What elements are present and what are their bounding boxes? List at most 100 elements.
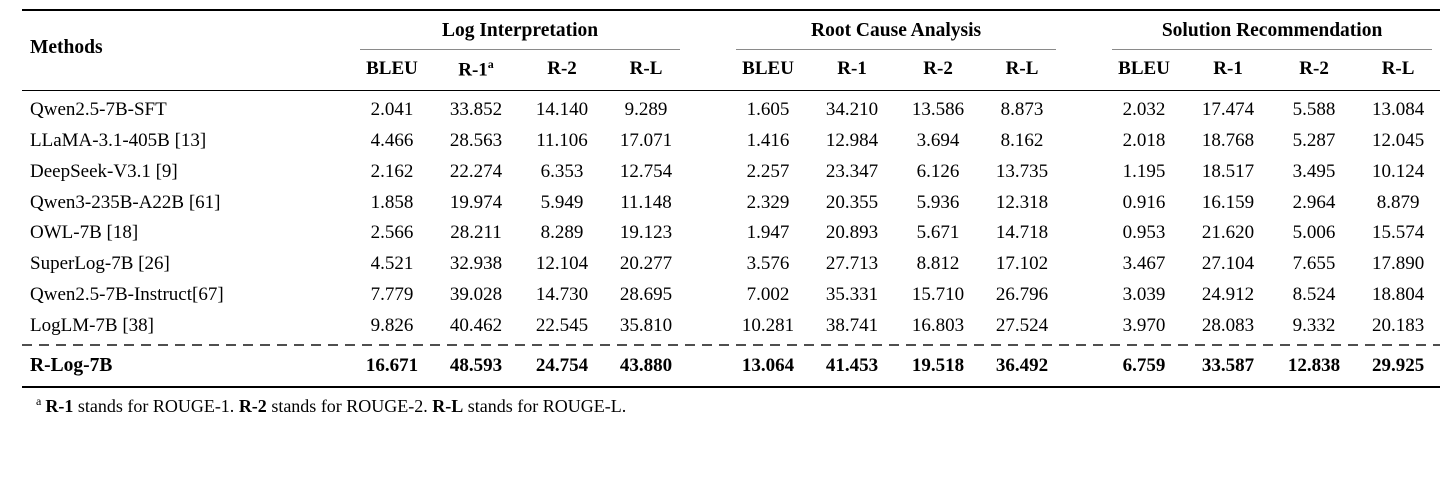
method-cell: Qwen2.5-7B-Instruct[67] — [30, 284, 224, 306]
value-cell: 13.084 — [1371, 99, 1425, 121]
value-cell: 10.281 — [741, 314, 795, 336]
value-cell: 1.195 — [1122, 160, 1166, 182]
column-header-li-r2: R-2 — [520, 50, 604, 92]
value-cell: 27.524 — [995, 314, 1049, 336]
column-gap — [1064, 126, 1104, 157]
value-cell: 35.331 — [825, 284, 879, 306]
value-cell: 26.796 — [995, 284, 1049, 306]
value-cell: 15.574 — [1371, 222, 1425, 244]
value-cell: 19.974 — [449, 191, 503, 213]
column-header-rca-r2: R-2 — [896, 50, 981, 92]
column-gap — [688, 126, 728, 157]
column-header-rca-rl: R-L — [980, 50, 1065, 92]
column-gap — [1064, 91, 1104, 126]
value-cell: 2.018 — [1122, 130, 1166, 152]
value-cell: 19.518 — [911, 355, 965, 377]
table-row: Qwen2.5-7B-Instruct[67] 7.779 39.028 14.730… — [22, 280, 1440, 311]
value-cell: 2.566 — [370, 222, 414, 244]
method-cell: Qwen3-235B-A22B [61] — [30, 191, 221, 213]
value-cell: 20.355 — [825, 191, 879, 213]
subheader-row: BLEU R-1a R-2 R-L BLEU R-1 R-2 R-L BLEU … — [22, 50, 1441, 92]
value-cell: 1.858 — [370, 191, 414, 213]
column-gap — [688, 157, 728, 188]
highlight-row: R-Log-7B 16.671 48.593 24.754 43.880 13.064 41… — [22, 349, 1440, 387]
table-row: OWL-7B [18] 2.566 28.211 8.289 19.123 1.947 20… — [22, 218, 1440, 249]
column-header-li-rl: R-L — [604, 50, 689, 92]
group-header-solution-recommendation: Solution Recommendation — [1104, 10, 1440, 50]
value-cell: 20.893 — [825, 222, 879, 244]
value-cell: 48.593 — [449, 355, 503, 377]
value-cell: 24.912 — [1201, 284, 1255, 306]
value-cell: 14.730 — [535, 284, 589, 306]
column-gap — [1064, 249, 1104, 280]
value-cell: 13.064 — [741, 355, 795, 377]
value-cell: 2.032 — [1122, 99, 1166, 121]
value-cell: 4.466 — [370, 130, 414, 152]
value-cell: 16.159 — [1201, 191, 1255, 213]
column-gap — [688, 218, 728, 249]
table-row: Qwen3-235B-A22B [61] 1.858 19.974 5.949 11.1… — [22, 187, 1440, 218]
value-cell: 5.287 — [1292, 130, 1336, 152]
table-row: LogLM-7B [38] 9.826 40.462 22.545 35.810 10.2… — [22, 310, 1440, 341]
column-gap — [688, 280, 728, 311]
column-header-rca-r1: R-1 — [808, 50, 897, 92]
footnote-text: stands for ROUGE-1. — [73, 396, 239, 417]
value-cell: 5.588 — [1292, 99, 1336, 121]
value-cell: 15.710 — [911, 284, 965, 306]
footnote-text: stands for ROUGE-L. — [463, 396, 627, 417]
value-cell: 8.873 — [1000, 99, 1044, 121]
group-label: Solution Recommendation — [1112, 20, 1433, 50]
value-cell: 3.694 — [916, 130, 960, 152]
value-cell: 29.925 — [1371, 355, 1425, 377]
value-cell: 1.416 — [746, 130, 790, 152]
group-label: Root Cause Analysis — [736, 20, 1057, 50]
value-cell: 17.890 — [1371, 253, 1425, 275]
value-cell: 7.002 — [746, 284, 790, 306]
method-cell: R-Log-7B — [30, 355, 113, 377]
value-cell: 17.071 — [619, 130, 673, 152]
footnote-term-r2: R-2 — [238, 396, 267, 417]
value-cell: 0.916 — [1122, 191, 1166, 213]
group-header-root-cause-analysis: Root Cause Analysis — [728, 10, 1064, 50]
value-cell: 2.964 — [1292, 191, 1336, 213]
column-header-li-bleu: BLEU — [352, 50, 432, 92]
value-cell: 16.671 — [365, 355, 419, 377]
table-row: SuperLog-7B [26] 4.521 32.938 12.104 20.277 3… — [22, 249, 1440, 280]
column-gap — [688, 249, 728, 280]
value-cell: 24.754 — [535, 355, 589, 377]
column-gap — [1064, 349, 1104, 387]
value-cell: 33.587 — [1201, 355, 1255, 377]
value-cell: 36.492 — [995, 355, 1049, 377]
value-cell: 34.210 — [825, 99, 879, 121]
value-cell: 6.759 — [1122, 355, 1166, 377]
value-cell: 7.655 — [1292, 253, 1336, 275]
value-cell: 11.148 — [620, 191, 672, 213]
value-cell: 33.852 — [449, 99, 503, 121]
value-cell: 16.803 — [911, 314, 965, 336]
value-cell: 9.289 — [624, 99, 668, 121]
value-cell: 28.083 — [1201, 314, 1255, 336]
method-cell: LogLM-7B [38] — [30, 314, 155, 336]
value-cell: 2.329 — [746, 191, 790, 213]
column-gap — [688, 10, 729, 92]
value-cell: 39.028 — [449, 284, 503, 306]
value-cell: 5.949 — [540, 191, 584, 213]
value-cell: 20.277 — [619, 253, 673, 275]
value-cell: 32.938 — [449, 253, 503, 275]
table-footnote: a R-1 stands for ROUGE-1. R-2 stands for … — [22, 388, 1440, 417]
value-cell: 0.953 — [1122, 222, 1166, 244]
column-gap — [1064, 218, 1104, 249]
value-cell: 5.936 — [916, 191, 960, 213]
value-cell: 28.563 — [449, 130, 503, 152]
table-row: Qwen2.5-7B-SFT 2.041 33.852 14.140 9.289 1.60… — [22, 91, 1440, 126]
value-cell: 17.474 — [1201, 99, 1255, 121]
group-label: Log Interpretation — [360, 20, 681, 50]
value-cell: 17.102 — [995, 253, 1049, 275]
value-cell: 2.041 — [370, 99, 414, 121]
footnote-text: stands for ROUGE-2. — [266, 396, 433, 417]
value-cell: 12.318 — [995, 191, 1049, 213]
value-cell: 8.879 — [1376, 191, 1420, 213]
value-cell: 12.104 — [535, 253, 589, 275]
footnote-marker: a — [487, 57, 494, 71]
column-header-rca-bleu: BLEU — [728, 50, 809, 92]
